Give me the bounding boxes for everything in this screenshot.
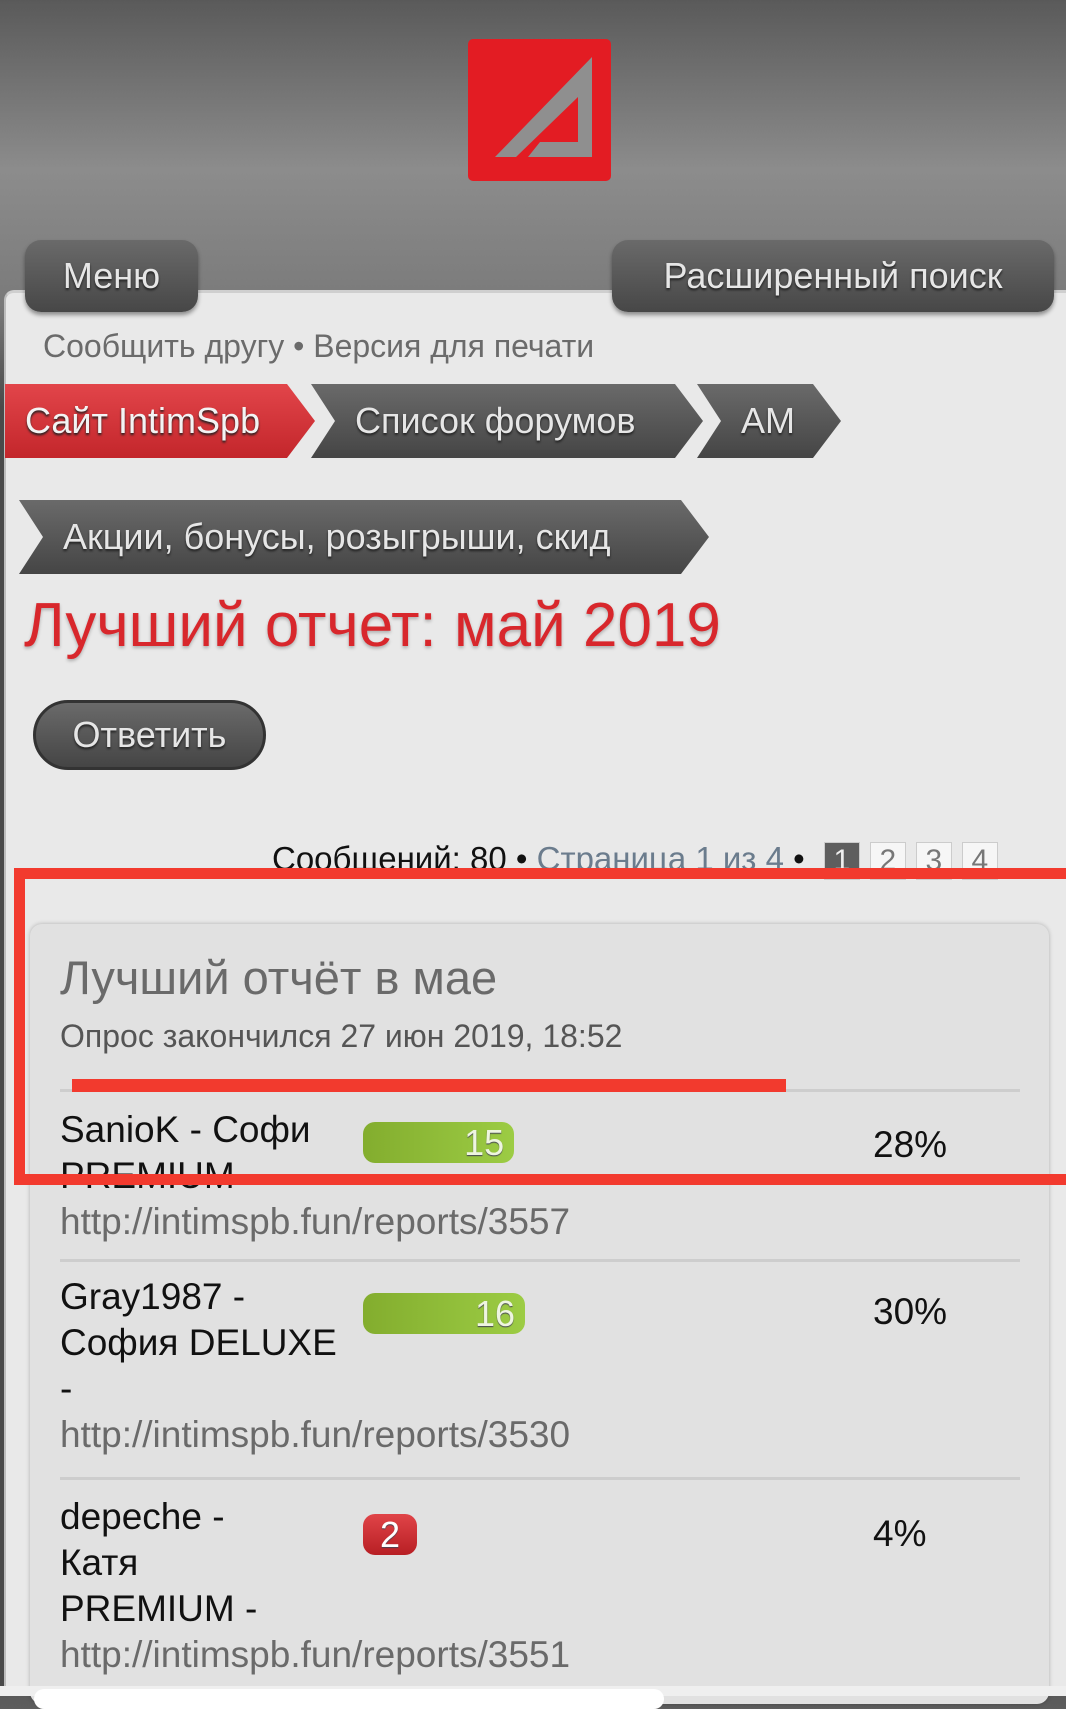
poll-option: depeche - Катя PREMIUM - http://intimspb… <box>60 1494 1020 1678</box>
annotation-rectangle <box>14 868 1066 1185</box>
address-bar[interactable] <box>34 1689 664 1709</box>
poll-title: Лучший отчёт в мае <box>60 951 498 1004</box>
divider <box>60 1477 1020 1480</box>
separator: • <box>293 328 305 364</box>
tell-friend-link[interactable]: Сообщить другу <box>43 328 285 364</box>
vote-percent: 4% <box>873 1513 927 1554</box>
breadcrumb-forum-list[interactable]: Список форумов <box>311 384 703 458</box>
breadcrumb-promotions[interactable]: Акции, бонусы, розыгрыши, скид <box>19 500 709 574</box>
bottom-bar <box>0 1686 1066 1709</box>
vote-bar: 16 <box>363 1293 525 1334</box>
vote-percent: 28% <box>873 1124 948 1165</box>
divider <box>60 1259 1020 1262</box>
vote-bar: 15 <box>363 1122 515 1163</box>
vote-percent: 30% <box>873 1291 948 1332</box>
poll-option: Gray1987 - София DELUXE - http://intimsp… <box>60 1274 1020 1458</box>
option-link[interactable]: http://intimspb.fun/reports/3530 <box>60 1414 571 1455</box>
option-link[interactable]: http://intimspb.fun/reports/3551 <box>60 1634 571 1675</box>
poll-end-date: Опрос закончился 27 июн 2019, 18:52 <box>60 1018 623 1054</box>
print-version-link[interactable]: Версия для печати <box>313 328 595 364</box>
topic-links: Сообщить другу • Версия для печати <box>43 328 594 365</box>
menu-button[interactable]: Меню <box>25 240 198 312</box>
annotation-underline <box>72 1079 786 1092</box>
option-link[interactable]: http://intimspb.fun/reports/3557 <box>60 1201 571 1242</box>
breadcrumb-site[interactable]: Сайт IntimSpb <box>5 384 315 458</box>
option-name: depeche - Катя PREMIUM - <box>60 1496 258 1629</box>
poll-card <box>30 924 1049 1704</box>
poll-option: SanioK - Софи PREMIUM - http://intimspb.… <box>60 1107 1020 1245</box>
reply-button[interactable]: Ответить <box>33 700 266 770</box>
advanced-search-button[interactable]: Расширенный поиск <box>612 240 1054 312</box>
separator: • <box>515 840 528 877</box>
separator: • <box>793 840 805 877</box>
breadcrumb-am[interactable]: АМ <box>697 384 841 458</box>
page-title: Лучший отчет: май 2019 <box>24 591 721 660</box>
vote-bar: 2 <box>363 1514 417 1555</box>
option-name: Gray1987 - София DELUXE - <box>60 1276 337 1409</box>
site-logo[interactable] <box>468 39 611 181</box>
